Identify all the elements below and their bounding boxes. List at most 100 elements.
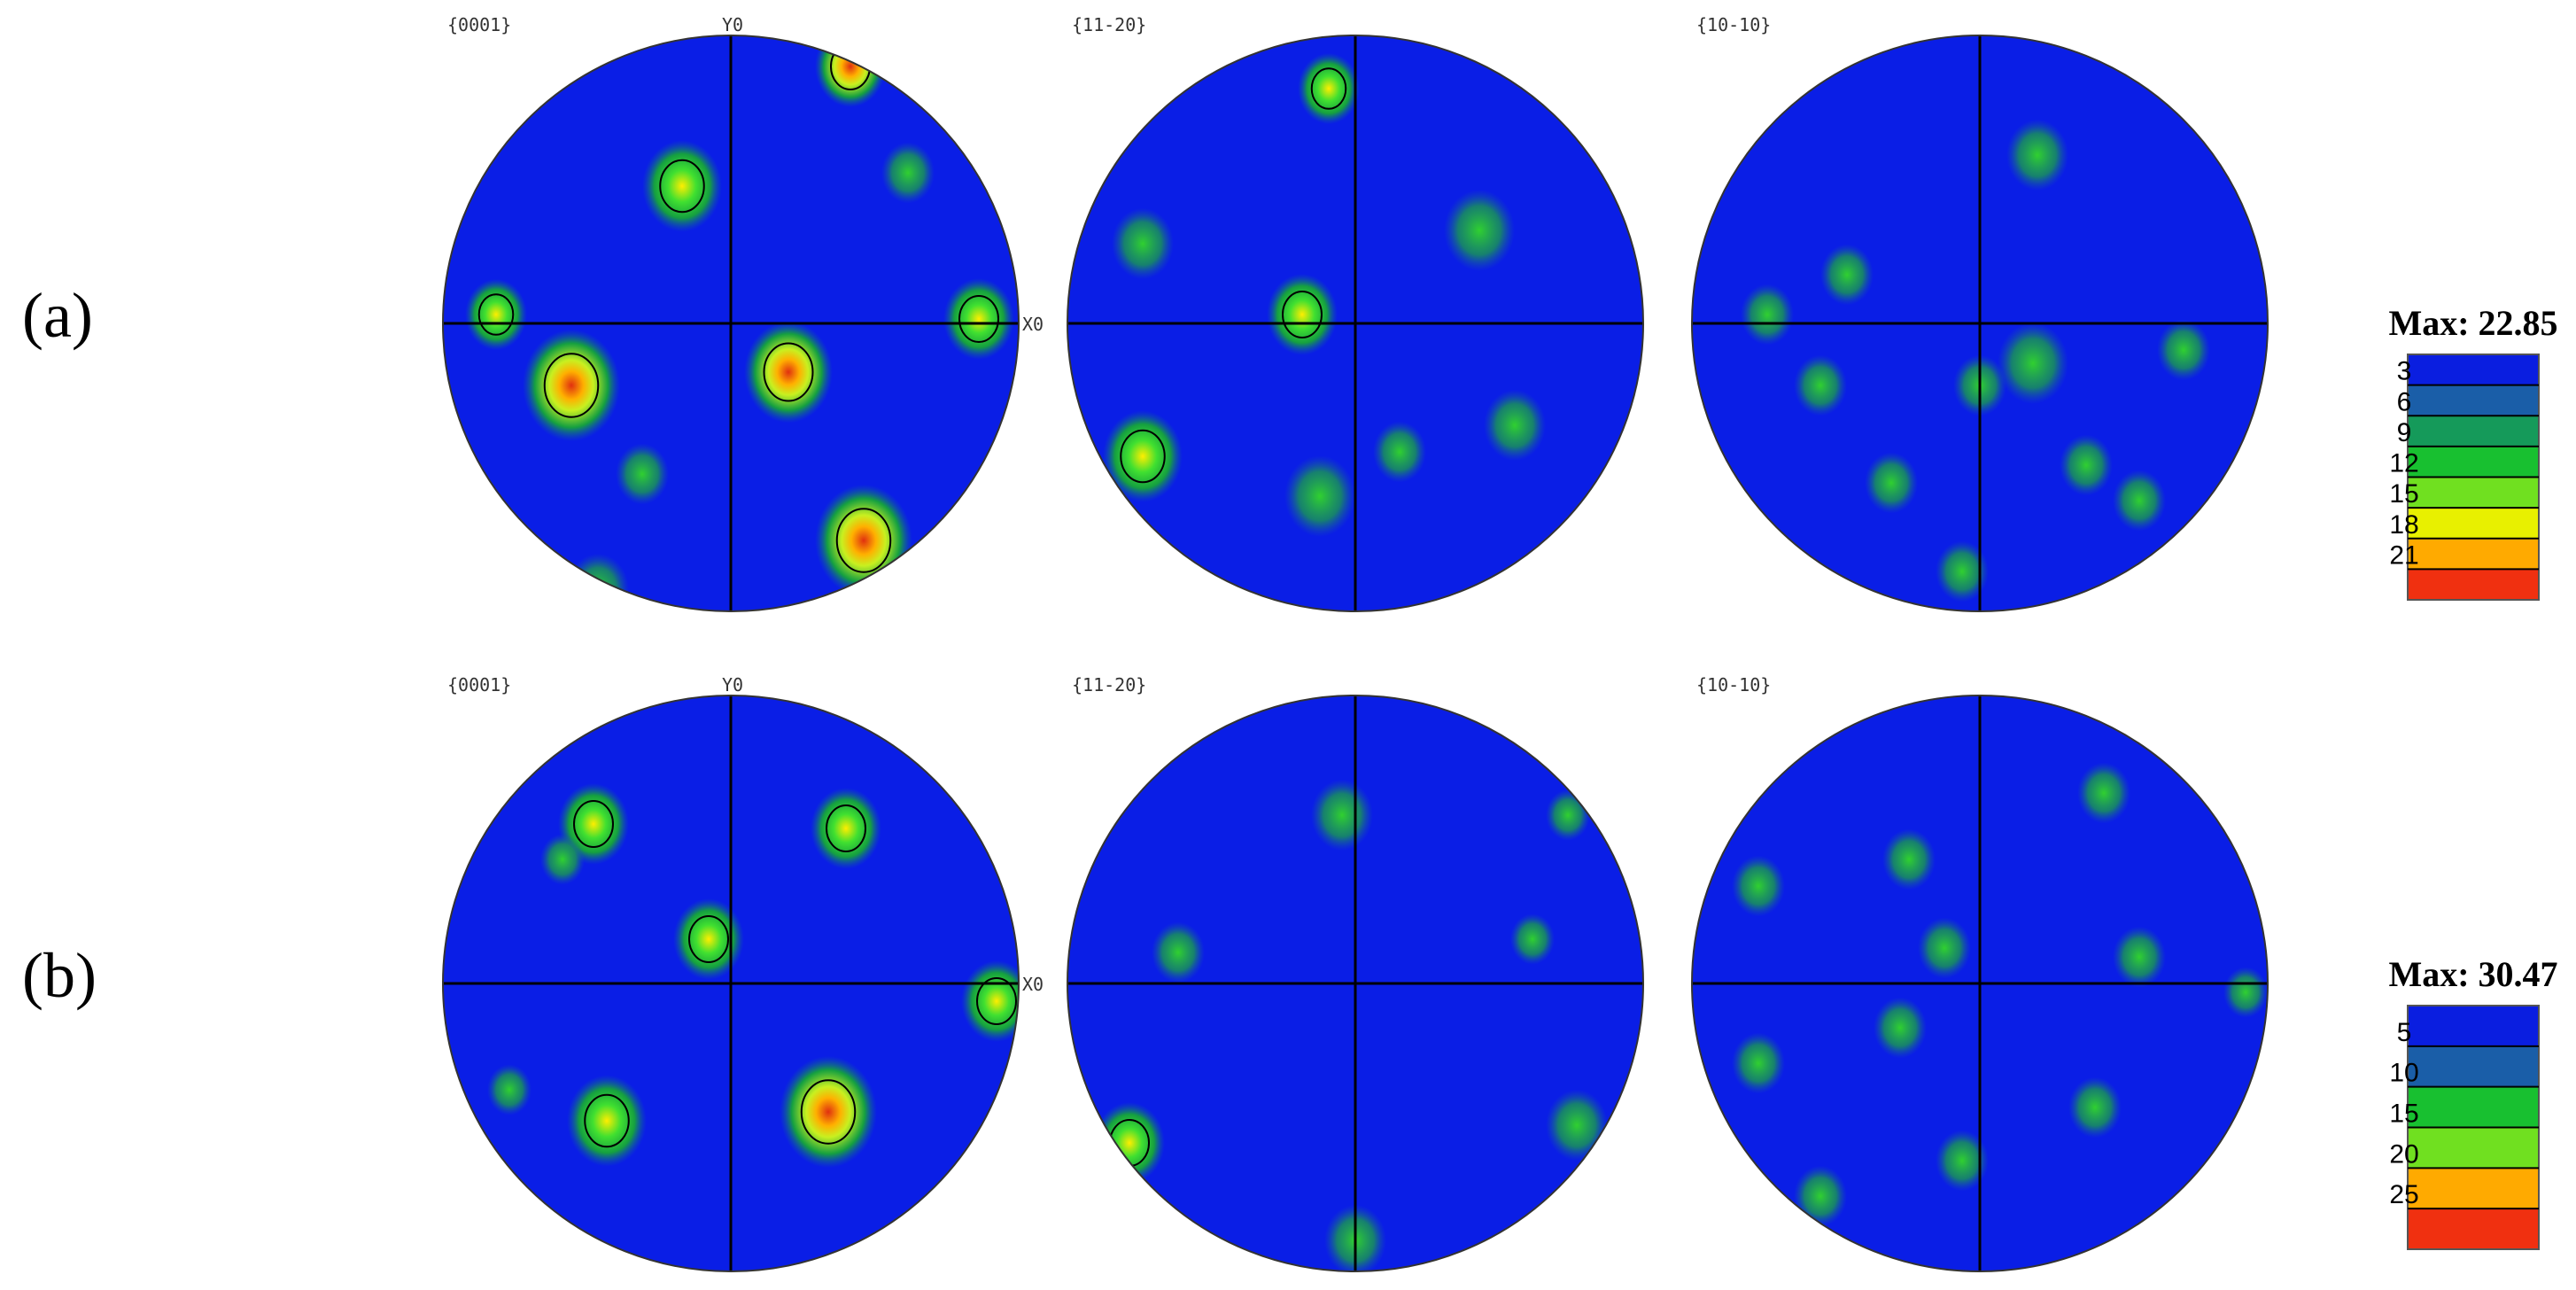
contour (800, 1079, 857, 1145)
intensity-spot (540, 834, 585, 885)
intensity-spot (780, 1055, 877, 1169)
intensity-spot (815, 35, 886, 107)
contour (1310, 67, 1347, 110)
intensity-spot (1284, 455, 1355, 537)
intensity-spot (1152, 921, 1205, 983)
intensity-spot (2077, 762, 2130, 824)
intensity-spot (2113, 470, 2166, 532)
intensity-spot (1484, 389, 1546, 462)
colorbar-band (2408, 385, 2539, 416)
colorbar-band (2408, 1208, 2539, 1249)
contour (763, 342, 814, 402)
intensity-spot (2060, 434, 2113, 496)
intensity-spot (1936, 1130, 1989, 1192)
colorbar-tick-label: 15 (2389, 1100, 2418, 1129)
intensity-spot (811, 788, 881, 869)
contour (1282, 291, 1323, 338)
figure-title: {10-10} (1696, 674, 1771, 696)
colorbar-band (2408, 1127, 2539, 1169)
colorbar-tick-label: 20 (2389, 1139, 2418, 1169)
intensity-spot (1820, 244, 1874, 306)
y-label: Y0 (722, 674, 743, 696)
pole-figure (1067, 696, 1643, 1271)
figure-title: {11-20} (1072, 14, 1146, 35)
intensity-spot (1444, 190, 1515, 271)
intensity-spot (1882, 828, 1936, 890)
intensity-spot (2068, 1076, 2122, 1138)
contour (584, 1093, 630, 1148)
colorbar-tick-label: 3 (2397, 357, 2412, 386)
pole-outline (1691, 695, 2269, 1272)
colorbar-max: Max: 30.47 (2388, 954, 2557, 994)
contour (477, 293, 515, 336)
colorbar-tick-label: 25 (2389, 1180, 2418, 1209)
intensity-spot (1865, 452, 1918, 514)
x-label: X0 (1022, 974, 1044, 995)
intensity-spot (567, 1075, 647, 1167)
contour (976, 977, 1017, 1025)
colorbar-band (2408, 538, 2539, 570)
intensity-spot (1936, 540, 1989, 602)
intensity-spot (1094, 1102, 1165, 1184)
pole-outline (1067, 35, 1644, 612)
contour (835, 508, 892, 573)
intensity-spot (1546, 789, 1590, 841)
colorbar-tick-label: 15 (2389, 479, 2418, 509)
intensity-spot (1510, 913, 1555, 965)
intensity-spot (1732, 855, 1785, 917)
intensity-spot (943, 278, 1014, 360)
intensity-spot (1741, 284, 1794, 346)
intensity-spot (1298, 52, 1360, 125)
pole-figure (1692, 696, 2268, 1271)
intensity-spot (487, 1064, 531, 1115)
intensity-spot (2113, 926, 2166, 988)
intensity-spot (1874, 997, 1927, 1059)
row-label: (a) (22, 280, 93, 351)
contour (958, 295, 999, 343)
colorbar-band (2408, 1045, 2539, 1087)
intensity-spot (881, 142, 935, 204)
contour (573, 800, 614, 848)
pole-outline (1691, 35, 2269, 612)
pole-outline (442, 35, 1020, 612)
intensity-spot (1103, 410, 1183, 502)
intensity-spot (1546, 1089, 1608, 1162)
contour (688, 915, 729, 963)
row-label: (b) (22, 940, 97, 1011)
colorbar-band (2408, 569, 2539, 600)
intensity-spot (616, 443, 669, 505)
intensity-spot (1112, 207, 1174, 280)
intensity-spot (1794, 354, 1847, 416)
contour (826, 804, 866, 852)
intensity-spot (1998, 322, 2068, 404)
intensity-spot (2223, 967, 2268, 1018)
intensity-spot (1267, 274, 1338, 355)
figure-title: {0001} (447, 14, 511, 35)
colorbar-tick-label: 5 (2397, 1018, 2412, 1047)
figure-title: {0001} (447, 674, 511, 696)
colorbar-band (2408, 354, 2539, 385)
intensity-spot (1918, 917, 1971, 979)
colorbar-tick-label: 21 (2389, 540, 2418, 570)
contour (1120, 429, 1166, 484)
intensity-spot (465, 278, 527, 351)
intensity-spot (642, 140, 722, 232)
intensity-spot (1732, 1032, 1785, 1094)
colorbar-band (2408, 1086, 2539, 1128)
intensity-spot (2157, 319, 2210, 381)
colorbar-tick-label: 6 (2397, 387, 2412, 416)
contour (543, 353, 600, 418)
intensity-spot (1311, 779, 1373, 851)
colorbar-tick-label: 9 (2397, 418, 2412, 447)
intensity-spot (744, 321, 833, 424)
colorbar-band (2408, 416, 2539, 447)
colorbar-band (2408, 477, 2539, 509)
colorbar-band (2408, 446, 2539, 478)
colorbar-tick-label: 10 (2389, 1059, 2418, 1088)
intensity-spot (523, 329, 620, 442)
intensity-spot (961, 960, 1019, 1042)
pole-outline (442, 695, 1020, 1272)
colorbar-max: Max: 22.85 (2388, 303, 2557, 343)
contour (659, 159, 705, 214)
